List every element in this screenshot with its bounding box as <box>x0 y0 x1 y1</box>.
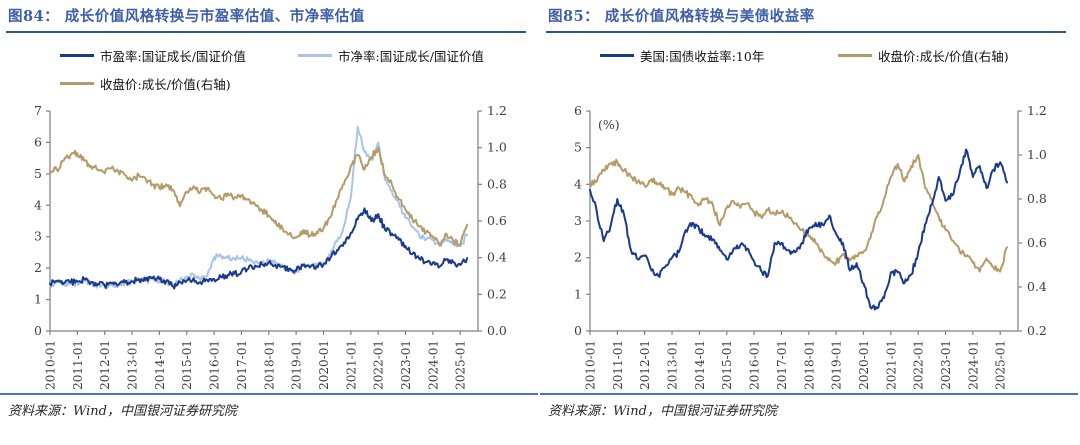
svg-text:2023-01: 2023-01 <box>399 340 413 390</box>
svg-text:4: 4 <box>34 197 42 212</box>
svg-text:3: 3 <box>34 229 42 244</box>
svg-text:0.0: 0.0 <box>487 323 507 338</box>
svg-text:2011-01: 2011-01 <box>611 340 625 390</box>
svg-text:6: 6 <box>574 103 582 118</box>
chart-title-fig84: 图84： 成长价值风格转换与市盈率估值、市净率估值 <box>8 8 365 25</box>
chart-canvas-fig84: 0 1 2 3 4 5 6 7 0.0 0.2 0.4 0.6 0.8 1.0 1.2 2010-01 2011… <box>34 103 507 390</box>
figure-panel-84: 图84： 成长价值风格转换与市盈率估值、市净率估值 市盈率:国证成长/国证价值 … <box>0 8 540 419</box>
svg-text:2014-01: 2014-01 <box>153 340 167 390</box>
svg-text:2: 2 <box>574 250 582 265</box>
svg-text:2021-01: 2021-01 <box>344 340 358 390</box>
legend-line-swatch <box>298 54 332 57</box>
svg-text:2017-01: 2017-01 <box>235 340 249 390</box>
svg-text:0: 0 <box>34 323 42 338</box>
svg-text:2025-01: 2025-01 <box>454 340 468 390</box>
svg-text:0.6: 0.6 <box>1027 235 1047 250</box>
svg-text:2017-01: 2017-01 <box>775 340 789 390</box>
svg-text:5: 5 <box>574 140 582 155</box>
chart-canvas-fig85: 0 1 2 3 4 5 6 0.2 0.4 0.6 0.8 1.0 1.2 2010-01 2011-01 2… <box>574 103 1047 390</box>
figure-panel-85: 图85： 成长价值风格转换与美债收益率 美国:国债收益率:10年 收盘价:成长/… <box>540 0 1080 445</box>
legend-item-pb-ratio: 市净率:国证成长/国证价值 <box>298 46 540 65</box>
svg-text:0.2: 0.2 <box>487 286 507 301</box>
legend-label: 美国:国债收益率:10年 <box>640 49 765 64</box>
svg-text:2019-01: 2019-01 <box>830 340 844 390</box>
svg-text:2023-01: 2023-01 <box>939 340 953 390</box>
svg-text:2020-01: 2020-01 <box>317 340 331 390</box>
chart-title-fig85: 图85： 成长价值风格转换与美债收益率 <box>548 8 815 25</box>
svg-text:0: 0 <box>574 323 582 338</box>
legend-label: 收盘价:成长/价值(右轴) <box>100 77 231 92</box>
svg-text:2011-01: 2011-01 <box>71 340 85 390</box>
svg-text:2022-01: 2022-01 <box>912 340 926 390</box>
svg-text:4: 4 <box>574 176 582 191</box>
legend-line-swatch <box>60 54 94 57</box>
svg-text:2020-01: 2020-01 <box>857 340 871 390</box>
svg-text:2022-01: 2022-01 <box>372 340 386 390</box>
svg-text:2018-01: 2018-01 <box>802 340 816 390</box>
legend-item-close-price: 收盘价:成长/价值(右轴) <box>60 74 298 93</box>
bottom-separator-fig84 <box>0 393 538 395</box>
legend-line-swatch <box>600 54 634 57</box>
svg-text:2: 2 <box>34 260 42 275</box>
bottom-separator-fig85 <box>540 393 1078 395</box>
title-underline-fig85 <box>546 31 1066 33</box>
source-note-fig84: 资料来源：Wind，中国银河证券研究院 <box>8 404 237 419</box>
svg-text:2010-01: 2010-01 <box>44 340 58 390</box>
svg-text:2025-01: 2025-01 <box>994 340 1008 390</box>
svg-text:2015-01: 2015-01 <box>180 340 194 390</box>
source-note-fig85: 资料来源：Wind，中国银河证券研究院 <box>548 404 777 419</box>
legend-line-swatch <box>60 82 94 85</box>
svg-text:2018-01: 2018-01 <box>262 340 276 390</box>
legend-label: 市盈率:国证成长/国证价值 <box>100 49 246 64</box>
svg-text:6: 6 <box>34 134 42 149</box>
legend-fig85: 美国:国债收益率:10年 收盘价:成长/价值(右轴) <box>540 33 1080 91</box>
svg-text:2014-01: 2014-01 <box>693 340 707 390</box>
svg-text:1: 1 <box>34 292 42 307</box>
legend-fig84: 市盈率:国证成长/国证价值 市净率:国证成长/国证价值 收盘价:成长/价值(右轴… <box>0 33 540 93</box>
svg-text:2019-01: 2019-01 <box>290 340 304 390</box>
legend-label: 收盘价:成长/价值(右轴) <box>878 49 1009 64</box>
legend-item-close-price: 收盘价:成长/价值(右轴) <box>838 46 1080 65</box>
svg-text:2013-01: 2013-01 <box>666 340 680 390</box>
svg-text:(%): (%) <box>598 117 620 132</box>
svg-text:2013-01: 2013-01 <box>126 340 140 390</box>
svg-text:2010-01: 2010-01 <box>584 340 598 390</box>
svg-text:2016-01: 2016-01 <box>208 340 222 390</box>
svg-text:0.8: 0.8 <box>487 176 507 191</box>
svg-text:1.2: 1.2 <box>1027 103 1047 118</box>
svg-text:0.4: 0.4 <box>487 250 507 265</box>
legend-item-us10y-yield: 美国:国债收益率:10年 <box>600 46 838 65</box>
svg-text:0.2: 0.2 <box>1027 323 1047 338</box>
svg-text:1.0: 1.0 <box>487 140 507 155</box>
legend-item-pe-ratio: 市盈率:国证成长/国证价值 <box>60 46 298 65</box>
svg-text:1.2: 1.2 <box>487 103 507 118</box>
svg-text:7: 7 <box>34 103 42 118</box>
svg-text:1: 1 <box>574 286 582 301</box>
svg-text:3: 3 <box>574 213 582 228</box>
svg-text:2016-01: 2016-01 <box>748 340 762 390</box>
svg-text:0.4: 0.4 <box>1027 279 1047 294</box>
svg-text:0.6: 0.6 <box>487 213 507 228</box>
legend-line-swatch <box>838 54 872 57</box>
legend-label: 市净率:国证成长/国证价值 <box>338 49 484 64</box>
svg-text:2012-01: 2012-01 <box>98 340 112 390</box>
svg-text:2024-01: 2024-01 <box>966 340 980 390</box>
svg-text:2021-01: 2021-01 <box>884 340 898 390</box>
svg-text:0.8: 0.8 <box>1027 191 1047 206</box>
svg-text:2024-01: 2024-01 <box>426 340 440 390</box>
svg-text:2012-01: 2012-01 <box>638 340 652 390</box>
svg-text:5: 5 <box>34 166 42 181</box>
svg-text:2015-01: 2015-01 <box>720 340 734 390</box>
title-underline-fig84 <box>6 31 526 33</box>
svg-text:1.0: 1.0 <box>1027 147 1047 162</box>
